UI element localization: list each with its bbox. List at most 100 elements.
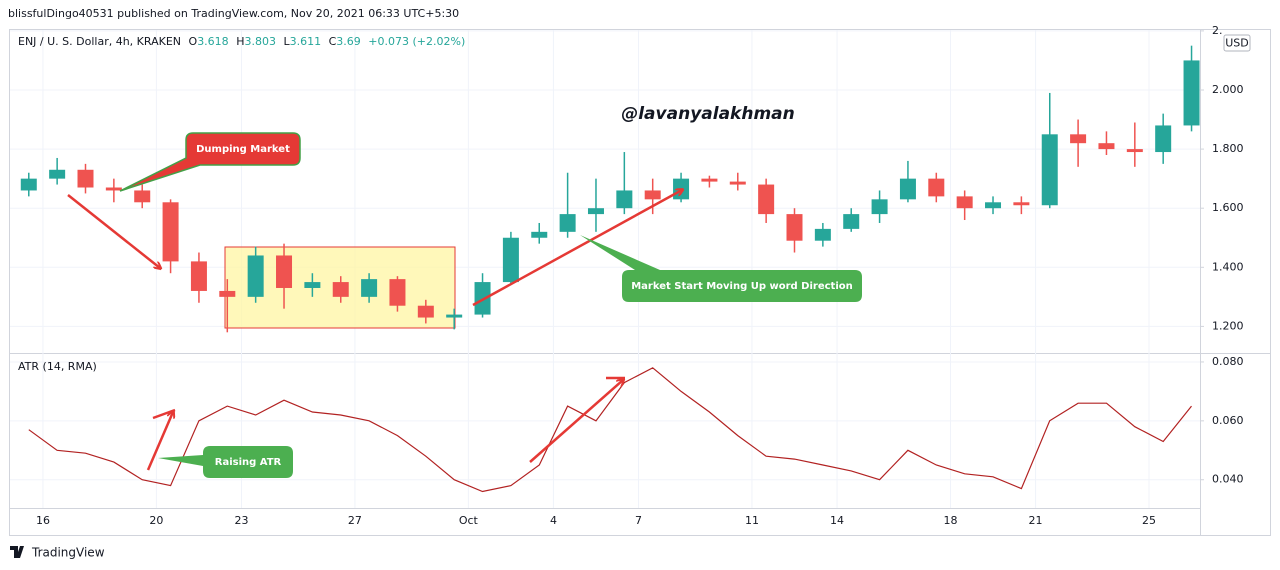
currency-box: [1223, 34, 1251, 52]
arrow: [152, 408, 176, 420]
candle-body: [389, 279, 406, 306]
callout: [119, 132, 301, 192]
candle-body: [1126, 149, 1143, 153]
ohlc-value: 3.69: [336, 35, 361, 48]
candle-body: [219, 290, 236, 297]
callout-text: Market Start Moving Up word Direction: [631, 281, 853, 292]
candle-body: [531, 231, 548, 238]
candle-body: [332, 282, 349, 297]
candle-body: [417, 305, 434, 318]
y-tick-label: 0.040: [1212, 473, 1244, 486]
candle-body: [616, 190, 633, 209]
candle-body: [899, 178, 916, 200]
candle-body: [247, 255, 264, 297]
candle-body: [446, 314, 463, 318]
ohlc-key: H: [236, 35, 244, 48]
x-tick-label: Oct: [459, 514, 479, 527]
arrow: [472, 190, 682, 307]
y-tick-label: 1.600: [1212, 201, 1244, 214]
candle-body: [105, 187, 122, 191]
currency: USD: [1225, 37, 1249, 50]
candle-body: [758, 184, 775, 215]
candle-body: [1183, 60, 1200, 126]
candle-body: [701, 178, 718, 182]
x-tick-label: 23: [234, 514, 248, 527]
candle-body: [190, 261, 207, 291]
atr-legend: ATR (14, RMA): [18, 360, 97, 373]
marks: [20, 45, 1200, 493]
candle-body: [673, 178, 690, 200]
candle-body: [786, 214, 803, 241]
candle-body: [134, 190, 151, 203]
ohlc-value: 3.618: [197, 35, 229, 48]
ohlc-key: L: [283, 35, 290, 48]
x-tick-label: 18: [943, 514, 957, 527]
arrow: [529, 380, 623, 463]
symbol: ENJ / U. S. Dollar, 4h, KRAKEN: [18, 35, 181, 48]
candle-body: [502, 237, 519, 283]
candle-body: [1070, 134, 1087, 144]
ohlc-key: O: [189, 35, 198, 48]
x-tick-label: 20: [149, 514, 163, 527]
x-tick-label: 4: [550, 514, 557, 527]
candle-body: [162, 202, 179, 262]
candle-body: [1098, 143, 1115, 150]
arrows: [67, 190, 682, 471]
candle-body: [304, 282, 321, 288]
legend: ENJ / U. S. Dollar, 4h, KRAKEN O3.618 H3…: [18, 35, 465, 373]
atr-line: [28, 367, 1192, 493]
arrow: [67, 194, 160, 268]
callout-text: Raising ATR: [215, 457, 282, 468]
publish-header: blissfulDingo40531 published on TradingV…: [8, 7, 459, 20]
x-tick-label: 21: [1029, 514, 1043, 527]
y-tick-label: 0.080: [1212, 355, 1244, 368]
candle-body: [587, 208, 604, 215]
x-tick-label: 27: [348, 514, 362, 527]
candle-body: [871, 199, 888, 215]
candle-body: [20, 178, 37, 191]
y-tick-label: 1.800: [1212, 142, 1244, 155]
arrow: [146, 412, 173, 471]
callout: [158, 446, 293, 478]
candle-body: [814, 228, 831, 241]
candle-body: [361, 279, 378, 297]
candle-body: [928, 178, 945, 197]
y-tick-label: 1.400: [1212, 260, 1244, 273]
candle-body: [77, 169, 94, 188]
candle-body: [276, 255, 293, 288]
x-tick-label: 14: [830, 514, 844, 527]
candle-body: [729, 181, 746, 185]
candle-body: [1041, 134, 1058, 206]
watermark: @lavanyalakhman: [621, 104, 795, 124]
candle-body: [956, 196, 973, 209]
change: +0.073 (+2.02%): [368, 35, 465, 48]
y-tick-label: 2.: [1212, 24, 1223, 37]
logo-icon: [10, 546, 24, 558]
x-tick-label: 11: [745, 514, 759, 527]
x-tick-label: 7: [635, 514, 642, 527]
ohlc-value: 3.611: [290, 35, 322, 48]
y-tick-label: 1.200: [1212, 319, 1244, 332]
candle-body: [644, 190, 661, 200]
candle-body: [559, 214, 576, 232]
y-tick-label: 2.000: [1212, 83, 1244, 96]
ohlc-value: 3.803: [244, 35, 276, 48]
callout: [580, 235, 862, 302]
candle-body: [1013, 202, 1030, 206]
callout-text: Dumping Market: [196, 144, 290, 155]
candle-body: [843, 214, 860, 229]
ohlc-key: C: [329, 35, 337, 48]
footer-logo: TradingView: [10, 546, 105, 560]
price-legend: ENJ / U. S. Dollar, 4h, KRAKEN O3.618 H3…: [18, 35, 465, 48]
x-tick-label: 25: [1142, 514, 1156, 527]
x-tick-label: 16: [36, 514, 50, 527]
footer: TradingView: [31, 546, 105, 560]
grid: [10, 30, 1200, 508]
frame: [9, 29, 1271, 536]
candle-body: [985, 202, 1002, 209]
candle-body: [1155, 125, 1172, 153]
y-tick-label: 0.060: [1212, 414, 1244, 427]
candle-body: [49, 169, 66, 179]
